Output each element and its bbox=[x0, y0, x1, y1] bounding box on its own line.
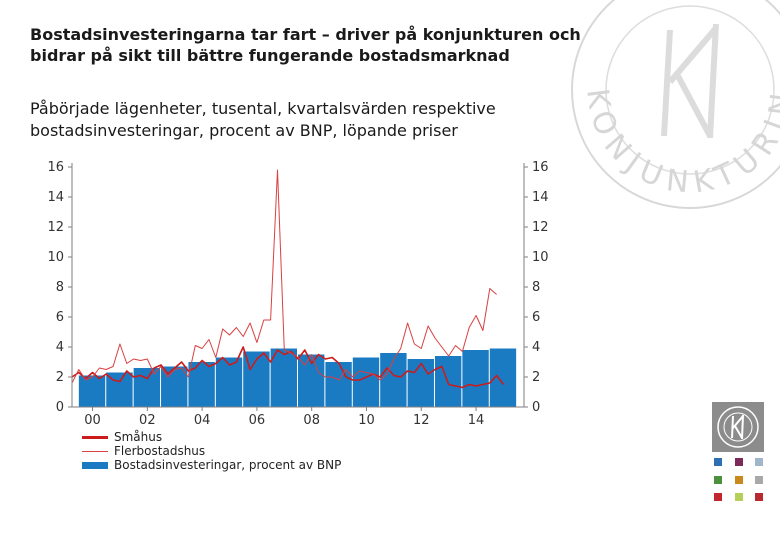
ki-logo bbox=[712, 402, 764, 452]
line-flerbostadshus bbox=[71, 169, 497, 384]
x-tick-label-14: 14 bbox=[468, 413, 485, 428]
bar-2012 bbox=[407, 359, 434, 407]
bar-2011 bbox=[380, 353, 407, 407]
x-tick-label-04: 04 bbox=[194, 413, 211, 428]
legend-swatch-smahus bbox=[82, 435, 108, 439]
y-tick-label-left-12: 12 bbox=[47, 220, 64, 235]
tile-4 bbox=[714, 476, 722, 484]
legend-swatch-bars bbox=[82, 461, 108, 469]
x-tick-label-00: 00 bbox=[84, 413, 101, 428]
y-tick-label-right-2: 2 bbox=[532, 370, 540, 385]
tile-9 bbox=[755, 493, 763, 501]
legend-label-bars: Bostadsinvesteringar, procent av BNP bbox=[114, 458, 342, 472]
tile-7 bbox=[714, 493, 722, 501]
y-tick-label-left-8: 8 bbox=[56, 280, 64, 295]
chart-title: Bostadsinvesteringarna tar fart – driver… bbox=[30, 25, 581, 65]
bars-layer bbox=[78, 348, 517, 407]
watermark-seal: KONJUNKTURINSTITUTET bbox=[560, 0, 780, 209]
legend-label-smahus: Småhus bbox=[114, 430, 163, 444]
legend-item-bars: Bostadsinvesteringar, procent av BNP bbox=[82, 458, 341, 472]
y-tick-label-left-0: 0 bbox=[56, 400, 64, 415]
x-tick-label-02: 02 bbox=[139, 413, 156, 428]
y-tick-label-right-16: 16 bbox=[532, 160, 549, 175]
line-smahus bbox=[71, 346, 505, 389]
y-tick-label-left-2: 2 bbox=[56, 370, 64, 385]
y-tick-label-right-14: 14 bbox=[532, 190, 549, 205]
legend-item-smahus: Småhus bbox=[82, 430, 341, 444]
legend: Småhus Flerbostadshus Bostadsinvestering… bbox=[82, 430, 341, 472]
x-tick-label-06: 06 bbox=[249, 413, 266, 428]
bar-2005 bbox=[215, 357, 243, 407]
y-tick-label-right-8: 8 bbox=[532, 280, 540, 295]
bar-2010 bbox=[352, 357, 380, 407]
bar-2000 bbox=[78, 375, 106, 407]
bar-2007 bbox=[270, 348, 297, 407]
bar-2009 bbox=[325, 362, 352, 407]
lines-layer bbox=[71, 169, 505, 389]
tile-5 bbox=[735, 476, 743, 484]
legend-item-flerbostadshus: Flerbostadshus bbox=[82, 444, 341, 458]
bar-2014 bbox=[462, 350, 489, 407]
x-tick-label-10: 10 bbox=[358, 413, 375, 428]
legend-label-flerbostadshus: Flerbostadshus bbox=[114, 444, 206, 458]
y-tick-label-left-4: 4 bbox=[56, 340, 64, 355]
y-tick-label-right-6: 6 bbox=[532, 310, 540, 325]
tile-2 bbox=[735, 458, 743, 466]
tile-3 bbox=[755, 458, 763, 466]
x-tick-label-12: 12 bbox=[413, 413, 430, 428]
chart-subtitle: Påbörjade lägenheter, tusental, kvartals… bbox=[30, 99, 496, 140]
bar-2002 bbox=[133, 368, 161, 407]
y-tick-label-left-16: 16 bbox=[47, 160, 64, 175]
x-tick-label-08: 08 bbox=[303, 413, 320, 428]
tile-1 bbox=[714, 458, 722, 466]
y-tick-label-left-10: 10 bbox=[47, 250, 64, 265]
y-tick-label-left-14: 14 bbox=[47, 190, 64, 205]
legend-swatch-flerbostadshus bbox=[82, 450, 108, 452]
y-tick-label-right-0: 0 bbox=[532, 400, 540, 415]
y-tick-label-right-4: 4 bbox=[532, 340, 540, 355]
tile-6 bbox=[755, 476, 763, 484]
y-tick-label-left-6: 6 bbox=[56, 310, 64, 325]
y-tick-label-right-10: 10 bbox=[532, 250, 549, 265]
tile-8 bbox=[735, 493, 743, 501]
y-tick-label-right-12: 12 bbox=[532, 220, 549, 235]
